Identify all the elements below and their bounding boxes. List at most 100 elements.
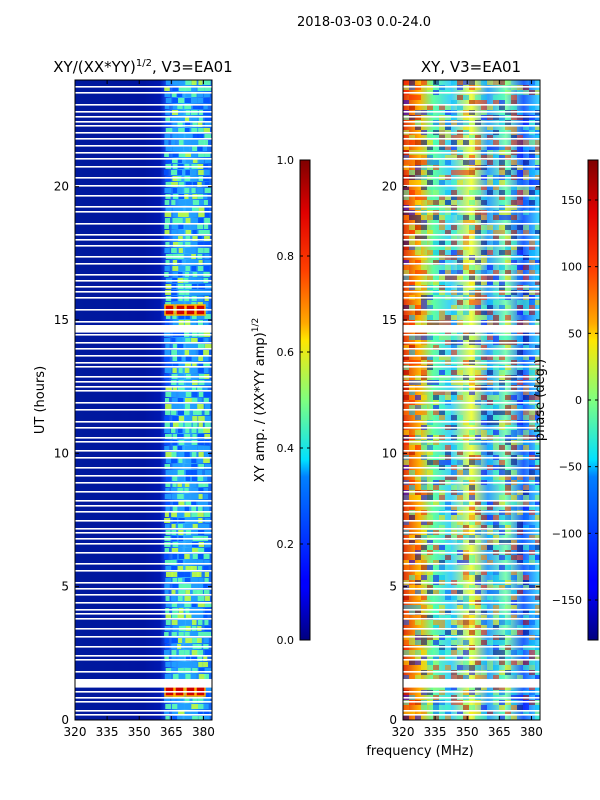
heatmap-cell [505, 170, 511, 175]
heatmap-cell [185, 620, 191, 625]
heatmap-gap-row [75, 92, 212, 94]
heatmap-cell [523, 515, 529, 520]
heatmap-cell [469, 515, 475, 520]
heatmap-cell [177, 386, 185, 391]
heatmap-cell [177, 338, 183, 343]
heatmap-cell [415, 235, 421, 240]
heatmap-cell [463, 125, 469, 130]
heatmap-cell [499, 620, 505, 625]
heatmap-cell [178, 590, 186, 595]
heatmap-cell [197, 224, 204, 229]
heatmap-cell [403, 460, 409, 465]
heatmap-cell [191, 266, 197, 271]
heatmap-cell [191, 458, 197, 463]
heatmap-cell [469, 495, 475, 500]
heatmap-cell [177, 350, 184, 355]
y-tick-label: 10 [54, 446, 69, 460]
heatmap-cell [439, 260, 445, 265]
heatmap-cell [191, 152, 198, 157]
heatmap-cell [409, 215, 415, 220]
heatmap-cell [421, 525, 427, 530]
heatmap-cell [427, 660, 433, 665]
heatmap-cell [481, 450, 487, 455]
heatmap-cell [165, 500, 170, 505]
heatmap-cell [475, 640, 481, 645]
heatmap-cell [178, 422, 184, 427]
heatmap-cell [433, 545, 439, 550]
right-heatmap-gaps [403, 86, 540, 716]
heatmap-cell [409, 305, 415, 310]
heatmap-cell [511, 125, 517, 130]
x-tick-label: 350 [128, 725, 151, 739]
heatmap-cell [421, 300, 427, 305]
heatmap-gap-row [75, 206, 212, 208]
heatmap-cell [172, 314, 177, 319]
heatmap-cell [451, 595, 457, 600]
heatmap-cell [184, 188, 190, 193]
heatmap-cell [451, 155, 457, 160]
heatmap-cell [415, 200, 421, 205]
heatmap-cell [191, 650, 199, 655]
heatmap-gap-row [75, 152, 212, 154]
heatmap-cell [469, 80, 475, 85]
heatmap-cell [204, 548, 211, 553]
heatmap-cell [415, 570, 421, 575]
heatmap-cell [164, 698, 171, 703]
heatmap-cell [481, 675, 487, 680]
heatmap-gap-row [75, 297, 212, 299]
heatmap-cell [409, 560, 415, 565]
heatmap-gap-row [75, 450, 212, 452]
heatmap-cell [511, 615, 517, 620]
heatmap-cell [499, 655, 505, 660]
heatmap-cell [172, 152, 179, 157]
heatmap-cell [535, 405, 540, 410]
heatmap-cell [481, 315, 487, 320]
heatmap-cell [409, 675, 415, 680]
heatmap-gap-row [403, 291, 540, 293]
heatmap-cell [415, 620, 421, 625]
heatmap-cell [192, 170, 197, 175]
heatmap-cell [177, 188, 183, 193]
heatmap-cell [469, 650, 475, 655]
heatmap-cell [164, 236, 169, 241]
heatmap-cell [511, 415, 517, 420]
heatmap-cell [204, 422, 211, 427]
heatmap-cell [171, 704, 178, 709]
heatmap-cell [204, 578, 209, 583]
heatmap-cell [529, 260, 535, 265]
heatmap-cell [487, 300, 493, 305]
heatmap-cell [203, 302, 209, 307]
heatmap-cell [165, 128, 173, 133]
heatmap-cell [409, 640, 415, 645]
heatmap-cell [178, 242, 183, 247]
heatmap-cell [184, 434, 191, 439]
heatmap-cell [172, 122, 180, 127]
heatmap-cell [469, 200, 475, 205]
heatmap-cell [505, 665, 511, 670]
heatmap-cell [451, 245, 457, 250]
heatmap-cell [499, 335, 505, 340]
heatmap-cell [198, 716, 203, 720]
heatmap-cell [203, 266, 210, 271]
heatmap-cell [172, 470, 179, 475]
heatmap-cell [481, 270, 487, 275]
heatmap-cell [192, 524, 198, 529]
heatmap-gap-row [75, 563, 212, 565]
heatmap-cell [493, 470, 499, 475]
heatmap-cell [493, 610, 499, 615]
heatmap-cell [493, 520, 499, 525]
heatmap-cell [185, 206, 193, 211]
heatmap-cell [451, 485, 457, 490]
heatmap-cell [204, 632, 212, 637]
heatmap-cell [445, 395, 451, 400]
heatmap-cell [505, 315, 511, 320]
heatmap-cell [523, 625, 529, 630]
heatmap-cell [184, 488, 189, 493]
heatmap-cell [445, 275, 451, 280]
heatmap-cell [164, 650, 170, 655]
heatmap-cell [529, 565, 535, 570]
heatmap-cell [499, 195, 505, 200]
heatmap-cell [505, 395, 511, 400]
heatmap-cell [451, 345, 457, 350]
